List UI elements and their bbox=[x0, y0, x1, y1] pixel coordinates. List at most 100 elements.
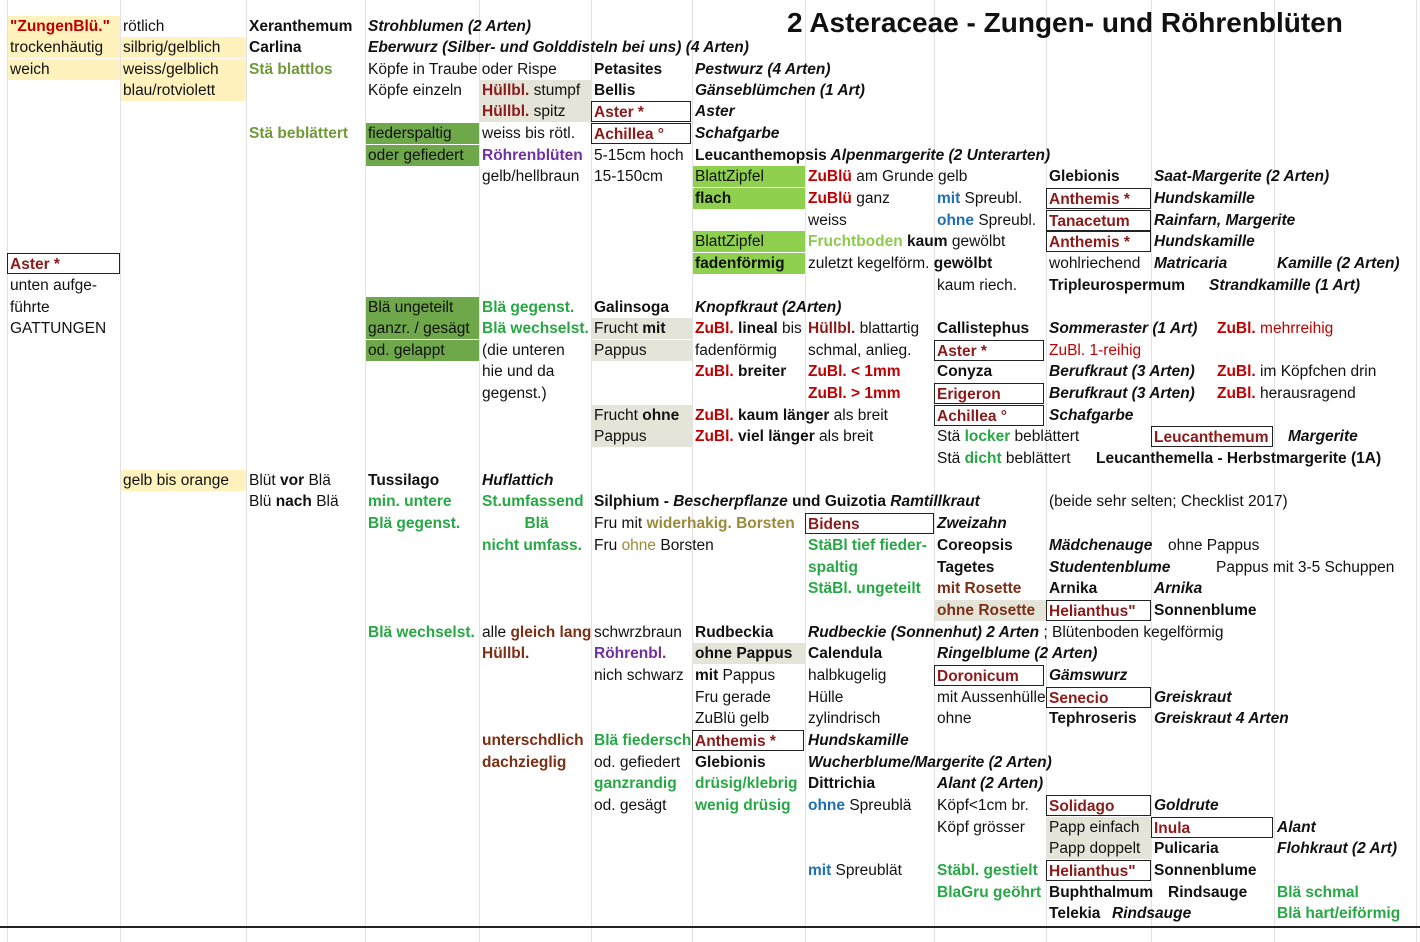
cell[interactable]: fadenförmig bbox=[695, 342, 777, 359]
cell[interactable]: Anthemis * bbox=[692, 730, 804, 751]
cell[interactable]: Helianthus" bbox=[1046, 600, 1151, 621]
cell[interactable]: Achillea ° bbox=[591, 123, 691, 144]
cell[interactable]: ZuBl. > 1mm bbox=[808, 385, 901, 402]
cell[interactable]: ZuBl. breiter bbox=[693, 361, 805, 382]
cell[interactable]: ZuBl. 1-reihig bbox=[1049, 342, 1142, 359]
cell[interactable]: Strandkamille (1 Art) bbox=[1209, 277, 1361, 294]
cell[interactable]: Rudbeckie (Sonnenhut) 2 Arten ; Blütenbo… bbox=[806, 622, 1286, 643]
cell[interactable]: Papp einfach bbox=[1047, 817, 1151, 838]
cell[interactable]: Schafgarbe bbox=[695, 125, 780, 142]
cell[interactable]: rötlich bbox=[123, 18, 165, 35]
cell[interactable]: Hüllbl. blattartig bbox=[806, 318, 934, 339]
cell[interactable]: Greiskraut bbox=[1154, 689, 1232, 706]
cell[interactable]: Saat-Margerite (2 Arten) bbox=[1154, 168, 1330, 185]
cell[interactable]: Sommeraster (1 Art) bbox=[1049, 320, 1198, 337]
cell[interactable]: Flohkraut (2 Art) bbox=[1277, 840, 1397, 857]
cell[interactable]: Blä bbox=[524, 515, 549, 532]
cell[interactable]: Blä gegenst. bbox=[482, 299, 575, 316]
cell[interactable]: silbrig/gelblich bbox=[121, 37, 246, 58]
cell[interactable]: Callistephus bbox=[937, 320, 1030, 337]
cell[interactable]: Telekia bbox=[1049, 905, 1101, 922]
cell[interactable]: Blä schmal bbox=[1277, 884, 1359, 901]
cell[interactable]: Blä hart/eiförmig bbox=[1277, 905, 1401, 922]
cell[interactable]: Fru ohne Borsten bbox=[592, 535, 805, 556]
cell[interactable]: Margerite bbox=[1288, 428, 1358, 445]
cell[interactable]: GATTUNGEN bbox=[10, 320, 107, 337]
cell[interactable]: Solidago bbox=[1046, 795, 1151, 816]
cell[interactable]: Blä fiederschn. bbox=[594, 732, 692, 749]
cell[interactable]: Aster * bbox=[591, 101, 691, 122]
cell[interactable]: BlattZipfel bbox=[693, 166, 805, 187]
cell[interactable]: ohne Pappus bbox=[1168, 537, 1260, 554]
cell[interactable]: Schafgarbe bbox=[1049, 407, 1134, 424]
cell[interactable]: ganzrandig bbox=[594, 775, 677, 792]
cell[interactable]: Blä gegenst. bbox=[368, 515, 461, 532]
cell[interactable]: Glebionis bbox=[1049, 168, 1120, 185]
cell[interactable]: 15-150cm bbox=[594, 168, 663, 185]
cell[interactable]: od. gefiedert bbox=[594, 754, 681, 771]
cell[interactable]: Leucanthemella - Herbstmargerite (1A) bbox=[1096, 450, 1382, 467]
cell[interactable]: Aster * bbox=[934, 340, 1044, 361]
cell[interactable]: St.umfassend bbox=[482, 493, 584, 510]
cell[interactable]: ZuBlü am Grunde gelb bbox=[806, 166, 1034, 187]
cell[interactable]: Aster * bbox=[7, 253, 120, 274]
cell[interactable]: mit Pappus bbox=[693, 665, 805, 686]
cell[interactable]: ZuBl. < 1mm bbox=[808, 363, 901, 380]
cell[interactable]: "ZungenBlü." bbox=[8, 16, 120, 37]
cell[interactable]: Pulicaria bbox=[1154, 840, 1219, 857]
cell[interactable]: wohlriechend bbox=[1049, 255, 1141, 272]
cell[interactable]: Helianthus" bbox=[1046, 860, 1151, 881]
cell[interactable]: Mädchenauge bbox=[1049, 537, 1153, 554]
cell[interactable]: Alant bbox=[1277, 819, 1316, 836]
cell[interactable]: führte bbox=[10, 299, 50, 316]
cell[interactable]: Hundskamille bbox=[808, 732, 909, 749]
cell[interactable]: Conyza bbox=[937, 363, 993, 380]
cell[interactable]: BlattZipfel bbox=[693, 231, 805, 252]
cell[interactable]: Senecio bbox=[1046, 687, 1151, 708]
cell[interactable]: halbkugelig bbox=[808, 667, 887, 684]
cell[interactable]: Hüllbl. bbox=[482, 645, 530, 662]
cell[interactable]: dachzieglig bbox=[482, 754, 567, 771]
cell[interactable]: unterschdlich bbox=[482, 732, 584, 749]
cell[interactable]: Stä dicht beblättert bbox=[935, 448, 1095, 469]
cell[interactable]: schwrzbraun bbox=[594, 624, 682, 641]
cell[interactable]: Rindsauge bbox=[1112, 905, 1192, 922]
cell[interactable]: Röhrenblüten bbox=[482, 147, 583, 164]
cell[interactable]: Pappus mit 3-5 Schuppen bbox=[1216, 559, 1395, 576]
cell[interactable]: Knopfkraut (2Arten) bbox=[695, 299, 842, 316]
cell[interactable]: Stäbl. gestielt bbox=[937, 862, 1038, 879]
cell[interactable]: Erigeron bbox=[934, 383, 1044, 404]
cell[interactable]: Papp doppelt bbox=[1047, 838, 1151, 859]
cell[interactable]: Blä ungeteilt bbox=[366, 297, 479, 318]
cell[interactable]: gelb/hellbraun bbox=[482, 168, 580, 185]
cell[interactable]: Arnika bbox=[1049, 580, 1098, 597]
cell[interactable]: Galinsoga bbox=[594, 299, 669, 316]
cell[interactable]: ZuBl. lineal bis bbox=[693, 318, 805, 339]
cell[interactable]: Leucanthemopsis Alpenmargerite (2 Untera… bbox=[693, 145, 1093, 166]
cell[interactable]: ohne Spreublä bbox=[806, 795, 934, 816]
cell[interactable]: spaltig bbox=[808, 559, 858, 576]
cell[interactable]: Coreopsis bbox=[937, 537, 1013, 554]
cell[interactable]: Hülle bbox=[808, 689, 844, 706]
cell[interactable]: ZuBl. mehrreihig bbox=[1215, 318, 1415, 339]
cell[interactable]: Anthemis * bbox=[1046, 188, 1151, 209]
cell[interactable]: Greiskraut 4 Arten bbox=[1154, 710, 1289, 727]
cell[interactable]: Dittrichia bbox=[808, 775, 876, 792]
cell[interactable]: ZuBl. kaum länger als breit bbox=[693, 405, 934, 426]
cell[interactable]: Buphthalmum bbox=[1049, 884, 1154, 901]
cell[interactable]: Röhrenbl. bbox=[594, 645, 667, 662]
cell[interactable]: Pappus bbox=[592, 340, 692, 361]
cell[interactable]: gelb bis orange bbox=[121, 470, 246, 491]
cell[interactable]: drüsig/klebrig bbox=[695, 775, 798, 792]
cell[interactable]: Tripleurospermum bbox=[1049, 277, 1186, 294]
cell[interactable]: Fru mit widerhakig. Borsten bbox=[592, 513, 805, 534]
cell[interactable]: Hundskamille bbox=[1154, 233, 1255, 250]
cell[interactable]: flach bbox=[693, 188, 805, 209]
cell[interactable]: Calendula bbox=[808, 645, 883, 662]
cell[interactable]: mit Spreublät bbox=[806, 860, 934, 881]
cell[interactable]: Gämswurz bbox=[1049, 667, 1128, 684]
cell[interactable]: Tagetes bbox=[937, 559, 995, 576]
cell[interactable]: min. untere bbox=[368, 493, 452, 510]
cell[interactable]: Rudbeckia bbox=[695, 624, 774, 641]
cell[interactable]: Hüllbl. spitz bbox=[480, 101, 591, 122]
